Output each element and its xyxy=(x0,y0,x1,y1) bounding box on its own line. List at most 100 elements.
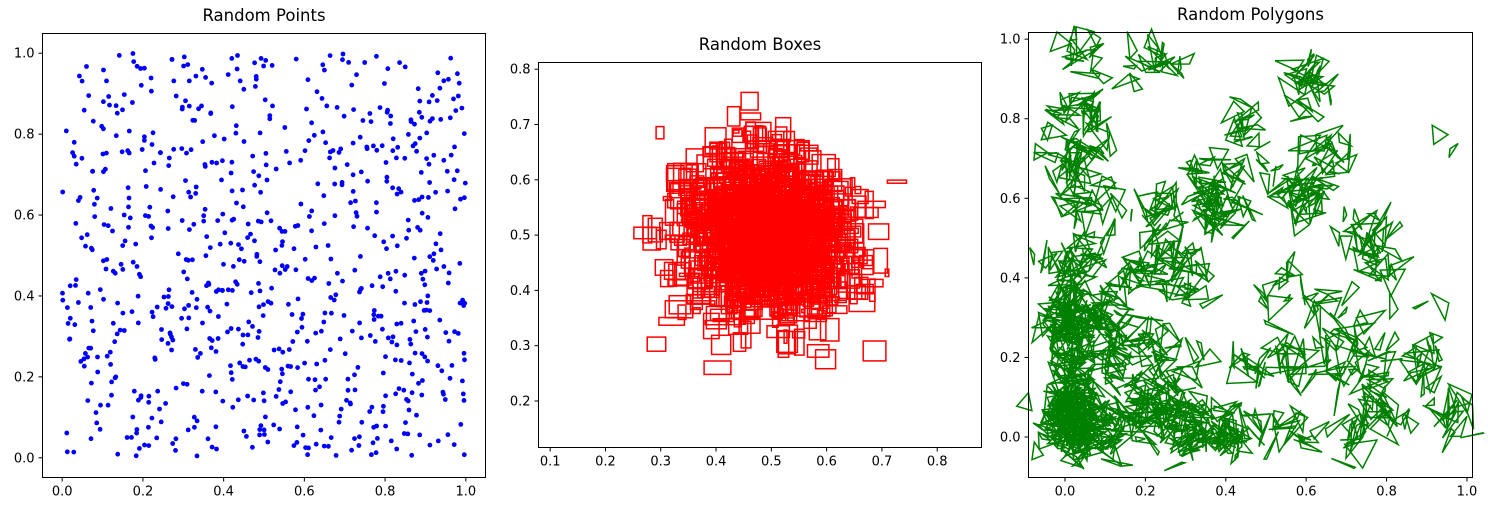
scatter-point xyxy=(83,243,88,249)
random-polygon xyxy=(1406,361,1427,384)
scatter-point xyxy=(101,99,106,105)
random-polygon xyxy=(1071,416,1088,445)
scatter-point xyxy=(321,193,327,199)
random-polygon xyxy=(1069,328,1096,340)
scatter-point xyxy=(189,290,195,295)
scatter-point xyxy=(402,64,408,70)
scatter-point xyxy=(299,324,305,330)
scatter-point xyxy=(352,267,358,273)
random-polygon xyxy=(1286,198,1305,209)
scatter-point xyxy=(131,388,137,394)
scatter-point xyxy=(258,423,264,429)
scatter-point xyxy=(318,427,324,433)
random-polygon xyxy=(1362,411,1385,434)
scatter-point xyxy=(381,403,386,409)
scatter-point xyxy=(169,304,175,309)
axes-spines xyxy=(538,62,982,448)
scatter-point xyxy=(81,363,87,369)
scatter-point xyxy=(340,278,345,284)
random-polygon xyxy=(1138,249,1167,268)
scatter-point xyxy=(193,191,199,196)
scatter-point xyxy=(169,57,175,62)
random-polygon xyxy=(1115,350,1132,370)
scatter-point xyxy=(396,186,402,192)
scatter-point xyxy=(138,66,143,71)
y-tick-label: 0.6 xyxy=(510,173,531,188)
random-box xyxy=(677,304,687,321)
scatter-point xyxy=(445,432,451,438)
random-polygon xyxy=(1341,280,1361,307)
scatter-point xyxy=(351,224,356,230)
random-polygon xyxy=(1255,150,1271,165)
random-polygon xyxy=(1083,437,1116,450)
scatter-point xyxy=(280,371,285,377)
scatter-point xyxy=(407,337,413,342)
scatter-point xyxy=(181,381,186,386)
scatter-point xyxy=(105,402,111,408)
scatter-point xyxy=(126,195,132,201)
random-box xyxy=(799,240,827,248)
random-polygon xyxy=(1307,185,1320,225)
random-polygon xyxy=(1213,404,1235,415)
scatter-point xyxy=(229,104,235,110)
scatter-point xyxy=(65,321,71,326)
random-polygon xyxy=(1074,230,1091,251)
random-box xyxy=(658,221,681,241)
random-box xyxy=(659,269,674,288)
scatter-point xyxy=(184,326,190,332)
scatter-point xyxy=(185,257,191,263)
random-polygon xyxy=(1358,233,1381,258)
scatter-point xyxy=(441,264,447,269)
random-polygon xyxy=(1180,241,1197,255)
scatter-point xyxy=(191,221,197,227)
random-polygon xyxy=(1287,134,1328,152)
scatter-point xyxy=(110,320,116,326)
random-box xyxy=(773,257,785,272)
random-polygon xyxy=(1057,380,1090,386)
scatter-point xyxy=(353,198,358,204)
scatter-point xyxy=(344,162,350,168)
scatter-point xyxy=(149,142,155,147)
scatter-point xyxy=(126,150,132,156)
random-polygon xyxy=(1197,180,1215,201)
random-polygon xyxy=(1270,163,1284,172)
scatter-point xyxy=(394,446,400,452)
scatter-point xyxy=(408,119,414,124)
random-polygon xyxy=(1127,263,1142,296)
scatter-point xyxy=(225,329,230,335)
scatter-point xyxy=(323,376,329,382)
random-polygon xyxy=(1065,387,1098,398)
x-tick-label: 0.7 xyxy=(872,455,893,470)
random-polygon xyxy=(1266,195,1290,210)
scatter-point xyxy=(149,309,155,315)
scatter-point xyxy=(357,134,363,140)
scatter-point xyxy=(448,55,454,61)
random-polygon xyxy=(1086,406,1116,425)
random-polygon xyxy=(1324,148,1352,176)
random-polygon xyxy=(1058,390,1086,422)
random-polygon xyxy=(1124,385,1160,403)
x-tick-label: 0.0 xyxy=(1055,485,1076,500)
scatter-point xyxy=(81,107,87,113)
scatter-point xyxy=(146,399,152,405)
random-polygon xyxy=(1127,416,1158,446)
random-polygon xyxy=(1057,117,1079,130)
random-box xyxy=(655,125,665,140)
scatter-point xyxy=(251,169,256,175)
random-polygon xyxy=(1286,175,1294,187)
scatter-point xyxy=(203,253,209,259)
x-tick-label: 0.2 xyxy=(595,455,616,470)
random-polygon xyxy=(1428,331,1445,346)
scatter-point xyxy=(142,134,147,140)
scatter-point xyxy=(462,180,468,186)
random-polygon xyxy=(1058,201,1083,224)
scatter-point xyxy=(291,246,297,252)
scatter-point xyxy=(198,351,203,356)
scatter-point xyxy=(462,357,467,363)
scatter-point xyxy=(262,365,268,370)
y-tick-label: 0.5 xyxy=(510,229,531,244)
scatter-point xyxy=(240,341,246,347)
scatter-point xyxy=(455,71,460,77)
random-polygon xyxy=(1064,383,1073,422)
y-tick-label: 1.0 xyxy=(1000,33,1021,48)
